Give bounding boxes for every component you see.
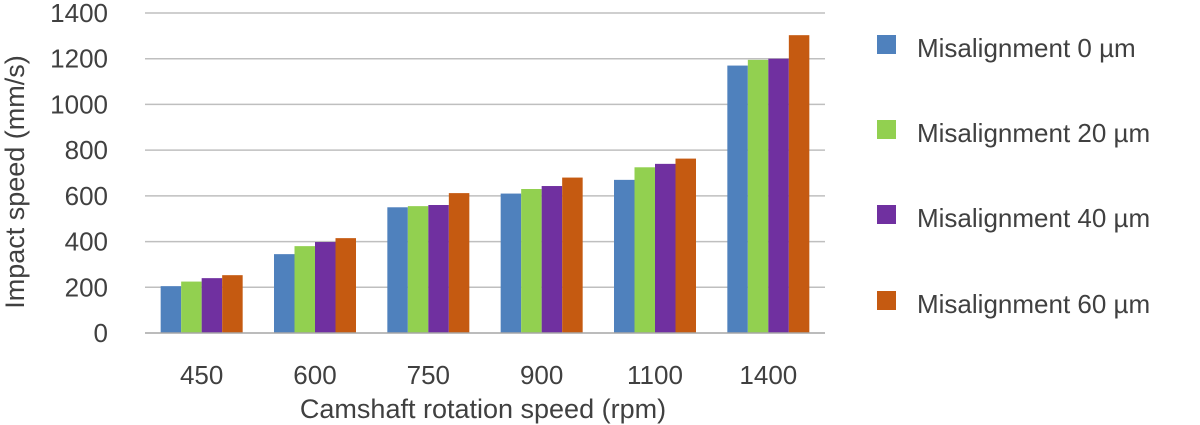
x-tick-label: 1100 [627,360,683,390]
legend: Misalignment 0 µm Misalignment 20 µm Misal… [877,33,1150,319]
y-axis-title: Impact speed (mm/s) [0,55,30,309]
bar [521,189,542,333]
bar [274,254,295,333]
y-tick-label: 1400 [50,0,108,28]
bar-groups [160,35,810,334]
bar [428,205,449,333]
legend-swatch [877,35,896,54]
bar [747,59,769,333]
gridlines [145,12,825,289]
bar [500,193,522,333]
x-axis-ticks: 450 600 750 900 1100 1400 [180,360,797,390]
bar [655,163,676,333]
bar [634,167,655,333]
bar-group-450 [160,275,243,333]
legend-label: Misalignment 0 µm [917,33,1136,63]
legend-swatch [877,205,896,224]
bar [727,65,748,334]
legend-label: Misalignment 60 µm [917,289,1150,319]
bar [222,275,243,333]
legend-item: Misalignment 20 µm [877,118,1150,148]
x-tick-label: 600 [293,360,336,390]
x-axis-title: Camshaft rotation speed (rpm) [300,394,666,424]
y-tick-label: 1200 [50,44,108,74]
bar-group-900 [500,177,583,333]
legend-item: Misalignment 60 µm [877,289,1150,319]
bar [181,281,202,333]
bar [407,206,429,333]
bar [335,238,356,333]
bar [541,186,563,333]
bar [614,179,635,333]
y-tick-label: 800 [65,135,108,165]
y-tick-label: 400 [65,227,108,257]
y-tick-label: 0 [94,318,108,348]
y-tick-label: 200 [65,272,108,302]
legend-item: Misalignment 40 µm [877,203,1150,233]
x-tick-label: 450 [180,360,223,390]
bar [448,193,470,333]
bar-group-750 [387,193,470,333]
bar [201,278,223,333]
legend-label: Misalignment 40 µm [917,203,1150,233]
bar [788,35,810,334]
bar-group-600 [274,238,356,333]
legend-swatch [877,120,896,139]
bar [294,246,315,333]
x-tick-label: 1400 [739,360,797,390]
y-tick-label: 600 [65,181,108,211]
bar-group-1100 [614,158,696,333]
legend-label: Misalignment 20 µm [917,118,1150,148]
bar-group-1400 [727,35,810,334]
bar [562,177,583,333]
bar [387,207,408,333]
y-axis-ticks: 0 200 400 600 800 1000 1200 1400 [50,0,108,348]
legend-swatch [877,291,896,310]
bar [768,58,789,333]
bar [315,242,336,333]
x-tick-label: 900 [520,360,563,390]
bar [675,158,696,333]
bar [160,286,182,333]
y-tick-label: 1000 [50,89,108,119]
legend-item: Misalignment 0 µm [877,33,1136,63]
x-tick-label: 750 [407,360,450,390]
